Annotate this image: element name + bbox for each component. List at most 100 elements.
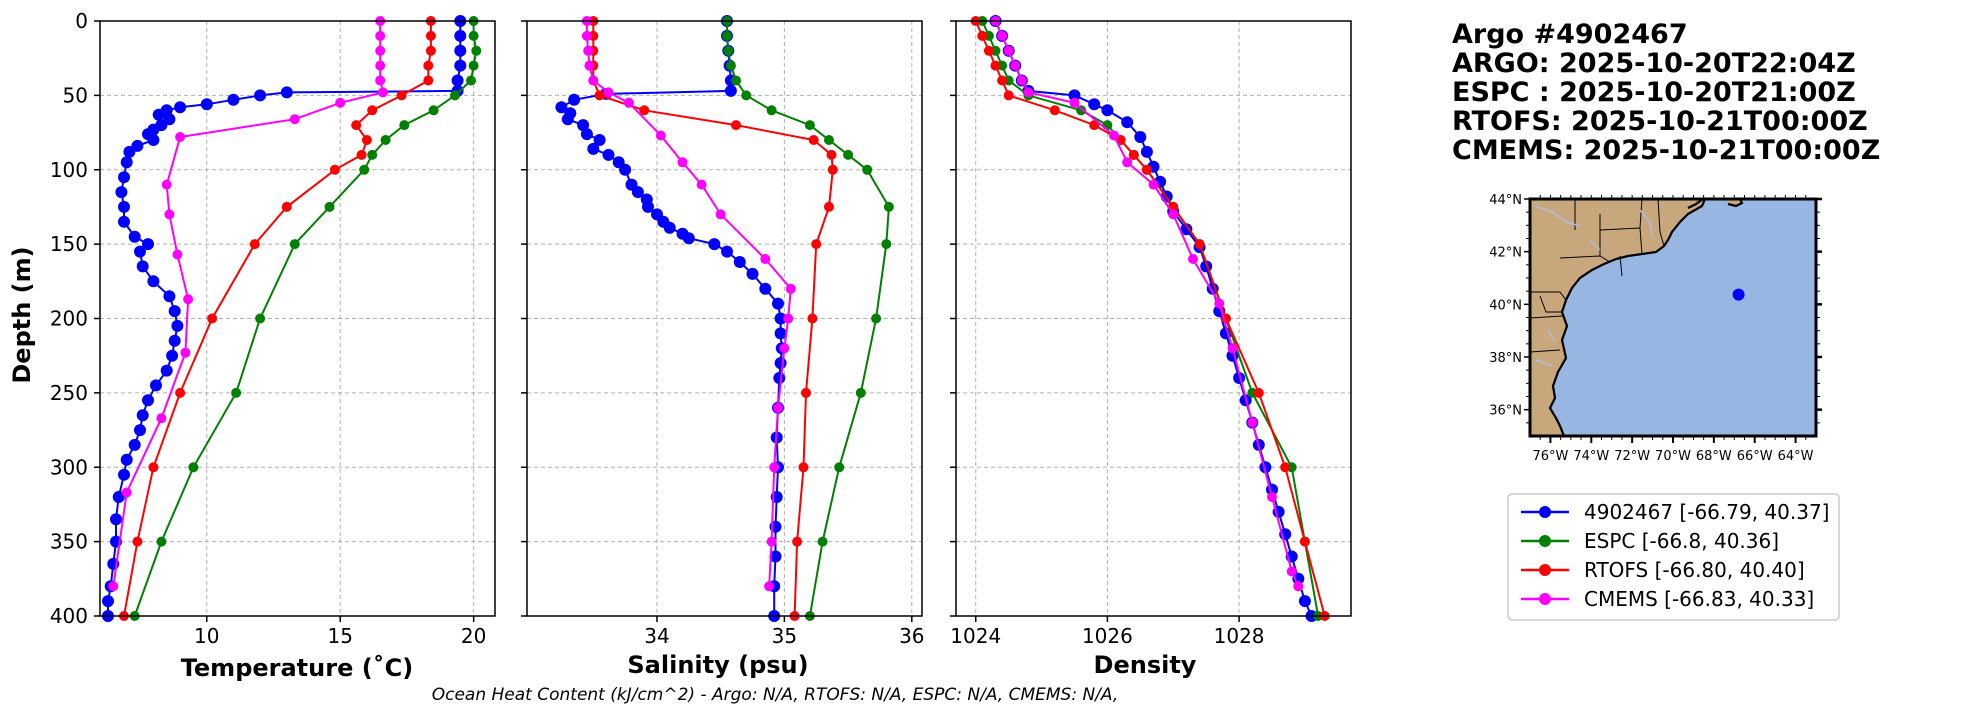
data-point bbox=[161, 179, 172, 190]
data-point bbox=[997, 75, 1008, 86]
data-point bbox=[774, 357, 787, 370]
data-point bbox=[587, 142, 600, 155]
data-point bbox=[335, 97, 346, 108]
series-rtofs bbox=[970, 16, 1330, 621]
data-point bbox=[1134, 131, 1147, 143]
data-point bbox=[172, 249, 183, 260]
series-line bbox=[585, 21, 792, 587]
data-point bbox=[118, 468, 130, 481]
x-tick-label: 1024 bbox=[950, 624, 1001, 648]
data-point bbox=[588, 75, 599, 86]
data-point bbox=[639, 105, 650, 116]
data-point bbox=[769, 550, 782, 563]
map-lat-label: 40°N bbox=[1489, 298, 1522, 313]
data-point bbox=[792, 536, 803, 547]
data-point bbox=[983, 45, 994, 56]
ocean-heat-content-footer: Ocean Heat Content (kJ/cm^2) - Argo: N/A… bbox=[432, 685, 1119, 705]
data-point bbox=[1076, 105, 1087, 116]
data-point bbox=[855, 387, 866, 398]
data-point bbox=[807, 313, 818, 324]
y-tick-label: 300 bbox=[50, 455, 88, 479]
data-point bbox=[824, 135, 834, 145]
legend-label: 4902467 [-66.79, 40.37] bbox=[1584, 500, 1829, 524]
legend-marker bbox=[1539, 593, 1551, 605]
data-point bbox=[156, 536, 167, 547]
x-tick-label: 10 bbox=[194, 624, 219, 648]
data-point bbox=[175, 387, 186, 398]
data-point bbox=[883, 201, 894, 212]
data-point bbox=[1101, 104, 1114, 117]
legend-item: RTOFS [-66.80, 40.40] bbox=[1521, 558, 1805, 582]
legend-marker bbox=[1539, 535, 1551, 547]
data-point bbox=[1010, 60, 1021, 71]
data-point bbox=[580, 128, 593, 141]
data-point bbox=[561, 113, 574, 126]
data-point bbox=[1068, 89, 1081, 102]
data-point bbox=[1298, 595, 1311, 608]
data-point bbox=[808, 135, 819, 145]
data-point bbox=[156, 413, 167, 424]
data-point bbox=[227, 93, 240, 106]
data-point bbox=[1023, 87, 1034, 98]
data-point bbox=[741, 90, 752, 101]
data-point bbox=[1280, 462, 1291, 473]
data-point bbox=[773, 402, 783, 413]
data-point bbox=[783, 313, 794, 324]
data-point bbox=[577, 119, 590, 132]
data-point bbox=[1016, 75, 1027, 86]
data-point bbox=[396, 90, 407, 101]
data-point bbox=[623, 97, 634, 108]
data-point bbox=[715, 209, 726, 220]
x-tick-label: 15 bbox=[327, 624, 352, 648]
data-point bbox=[136, 260, 149, 273]
map-lon-label: 64°W bbox=[1778, 449, 1814, 464]
legend-label: RTOFS [-66.80, 40.40] bbox=[1584, 558, 1805, 582]
map-lon-label: 70°W bbox=[1655, 449, 1691, 464]
data-point bbox=[324, 201, 335, 212]
legend-item: 4902467 [-66.79, 40.37] bbox=[1521, 500, 1829, 524]
data-point bbox=[760, 254, 771, 264]
info-rtofs-time: RTOFS: 2025-10-21T00:00Z bbox=[1452, 106, 1868, 137]
data-point bbox=[428, 105, 439, 116]
info-espc-time: ESPC : 2025-10-20T21:00Z bbox=[1452, 77, 1856, 108]
data-point bbox=[134, 245, 146, 258]
legend: 4902467 [-66.79, 40.37] ESPC [-66.8, 40.3… bbox=[1507, 493, 1840, 621]
data-point bbox=[801, 387, 811, 398]
location-map: 44°N 42°N 40°N 38°N 36°N 76°W 74°W 72°W 70°W 68°W… bbox=[1489, 193, 1822, 464]
data-point bbox=[1253, 387, 1264, 398]
temperature-axis-label: Temperature (˚C) bbox=[181, 654, 414, 682]
map-lon-label: 76°W bbox=[1532, 449, 1568, 464]
data-point bbox=[128, 438, 141, 451]
data-point bbox=[696, 179, 707, 190]
salinity-axis-label: Salinity (psu) bbox=[627, 651, 808, 679]
data-point bbox=[134, 424, 146, 437]
data-point bbox=[1049, 105, 1060, 116]
map-state-borders bbox=[1530, 199, 1665, 353]
data-point bbox=[1286, 566, 1297, 577]
data-point bbox=[110, 513, 122, 526]
data-point bbox=[399, 120, 410, 131]
data-point bbox=[132, 536, 143, 547]
map-lat-label: 36°N bbox=[1489, 404, 1522, 419]
series-4902467 bbox=[102, 15, 467, 622]
data-point bbox=[1293, 581, 1304, 592]
data-point bbox=[997, 30, 1008, 41]
legend-marker bbox=[1539, 506, 1551, 518]
data-point bbox=[281, 201, 292, 212]
data-point bbox=[160, 364, 173, 377]
data-point bbox=[120, 156, 133, 169]
data-point bbox=[351, 120, 362, 131]
data-point bbox=[359, 164, 370, 175]
map-ticks: 44°N 42°N 40°N 38°N 36°N 76°W 74°W 72°W 70°W 68°W… bbox=[1489, 193, 1822, 464]
data-point bbox=[708, 238, 721, 251]
info-title: Argo #4902467 bbox=[1452, 19, 1688, 50]
data-point bbox=[375, 45, 386, 56]
data-point bbox=[1188, 254, 1198, 264]
x-tick-label: 20 bbox=[461, 624, 486, 648]
data-point bbox=[377, 87, 388, 98]
data-point bbox=[249, 239, 260, 250]
data-point bbox=[772, 297, 784, 310]
data-point bbox=[166, 349, 179, 362]
